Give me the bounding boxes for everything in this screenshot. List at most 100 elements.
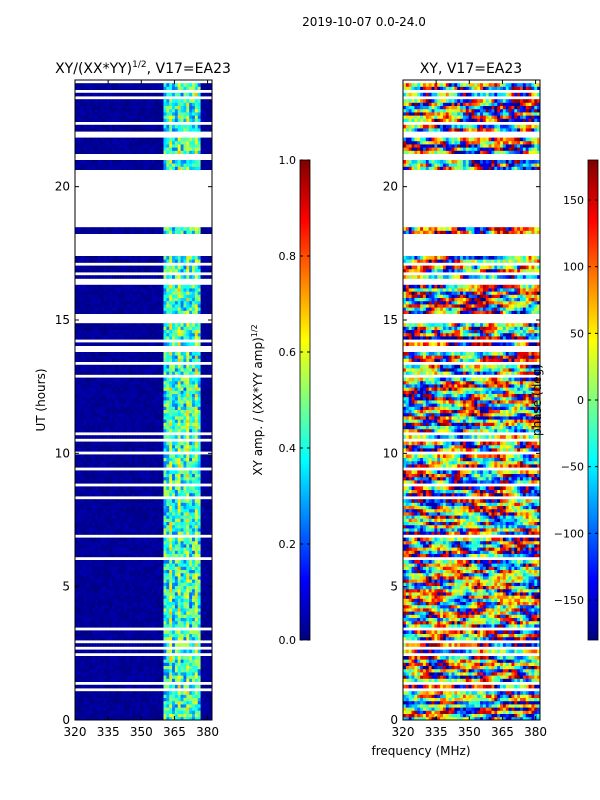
amp-cell — [114, 665, 119, 670]
amp-cell — [163, 656, 167, 660]
amp-cell — [177, 387, 181, 391]
amp-cell — [112, 332, 116, 337]
amp-cell — [149, 377, 153, 382]
amp-cell — [146, 435, 150, 439]
amp-cell — [200, 531, 204, 535]
amp-cell — [123, 595, 127, 599]
amp-cell — [197, 480, 201, 484]
amp-cell — [160, 502, 164, 506]
amp-cell — [189, 713, 193, 718]
amp-cell — [86, 396, 90, 401]
amp-cell — [157, 352, 162, 356]
amp-cell — [112, 419, 116, 423]
amp-cell — [80, 464, 84, 468]
amp-cell — [177, 697, 181, 702]
amp-cell — [120, 595, 124, 599]
amp-cell — [186, 515, 190, 519]
amp-cell — [94, 604, 99, 609]
amp-cell — [160, 457, 164, 462]
amp-cell — [157, 540, 162, 545]
amp-cell — [192, 563, 196, 567]
amp-cell — [109, 691, 113, 695]
amp-cell — [200, 364, 204, 369]
amp-cell — [169, 486, 173, 490]
amp-cell — [209, 662, 213, 666]
amp-cell — [197, 352, 201, 356]
amp-cell — [154, 704, 159, 708]
amp-cell — [134, 480, 139, 484]
amp-cell — [200, 492, 204, 497]
amp-cell — [206, 396, 210, 401]
amp-cell — [86, 624, 90, 628]
amp-cell — [192, 396, 196, 401]
amp-cell — [169, 524, 173, 529]
amp-cell — [80, 553, 84, 558]
amp-cell — [177, 352, 181, 356]
amp-cell — [117, 684, 122, 689]
amp-cell — [183, 377, 187, 382]
amp-cell — [112, 396, 116, 401]
amp-cell — [177, 326, 181, 330]
amp-cell — [163, 531, 167, 535]
amp-cell — [114, 464, 119, 468]
amp-cell — [197, 624, 201, 628]
amp-cell — [189, 428, 193, 433]
amp-cell — [203, 694, 207, 698]
amp-cell — [126, 441, 130, 446]
amp-cell — [163, 396, 167, 401]
amp-cell — [143, 547, 147, 551]
amp-cell — [114, 531, 119, 535]
amp-cell — [149, 585, 153, 590]
amp-cell — [112, 422, 116, 426]
amp-cell — [180, 710, 184, 714]
amp-cell — [117, 409, 122, 414]
amp-cell — [177, 464, 181, 468]
amp-cell — [86, 598, 90, 602]
amp-cell — [177, 448, 181, 452]
amp-cell — [203, 553, 207, 558]
amp-cell — [109, 380, 113, 385]
amp-cell — [117, 326, 122, 330]
amp-cell — [137, 355, 142, 359]
amp-cell — [114, 476, 119, 481]
amp-cell — [192, 355, 196, 359]
amp-cell — [97, 412, 102, 417]
amp-cell — [86, 352, 90, 356]
amp-cell — [112, 448, 116, 452]
amp-cell — [75, 608, 79, 612]
amp-cell — [183, 691, 187, 695]
amp-cell — [134, 326, 139, 330]
amp-cell — [163, 601, 167, 606]
amp-cell — [192, 502, 196, 506]
amp-cell — [206, 537, 210, 542]
amp-cell — [197, 656, 201, 660]
amp-cell — [174, 691, 179, 695]
amp-cell — [80, 665, 84, 670]
amp-cell — [80, 377, 84, 382]
amp-cell — [83, 508, 87, 513]
amp-cell — [197, 390, 201, 394]
amp-cell — [86, 412, 90, 417]
amp-cell — [174, 537, 179, 542]
amp-cell — [117, 502, 122, 506]
amp-cell — [120, 592, 124, 596]
amp-cell — [203, 489, 207, 494]
amp-cell — [134, 336, 139, 340]
amp-cell — [152, 675, 156, 679]
amp-cell — [180, 342, 184, 346]
amp-cell — [189, 473, 193, 478]
amp-cell — [129, 563, 133, 567]
amp-cell — [80, 544, 84, 548]
amp-cell — [177, 419, 181, 423]
amp-cell — [114, 342, 119, 346]
amp-cell — [197, 560, 201, 564]
amp-cell — [94, 579, 99, 583]
amp-cell — [194, 662, 199, 666]
amp-cell — [189, 518, 193, 522]
amp-cell — [97, 416, 102, 420]
amp-cell — [194, 624, 199, 628]
amp-cell — [123, 691, 127, 695]
amp-cell — [103, 672, 107, 676]
amp-cell — [129, 492, 133, 497]
amp-cell — [114, 672, 119, 676]
